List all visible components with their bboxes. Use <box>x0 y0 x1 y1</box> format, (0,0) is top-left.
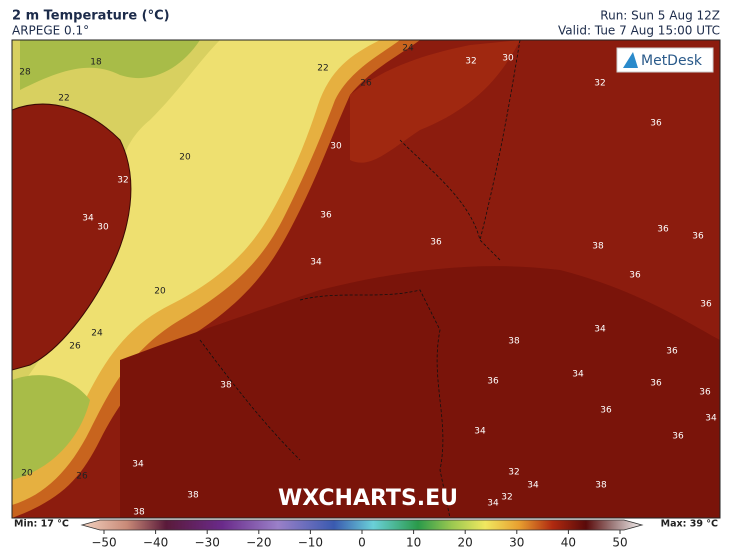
contour-label: 24 <box>91 329 103 339</box>
logo: MetDesk <box>616 47 714 73</box>
contour-label: 38 <box>133 508 145 518</box>
contour-label: 28 <box>19 68 31 78</box>
contour-label: 36 <box>666 347 678 357</box>
contour-label: 34 <box>572 370 584 380</box>
contour-label: 30 <box>330 142 342 152</box>
contour-label: 30 <box>502 54 514 64</box>
cool-patch <box>20 40 200 90</box>
colorbar-tick-label: 20 <box>458 536 473 550</box>
contour-label: 22 <box>317 64 328 74</box>
valid-time: Valid: Tue 7 Aug 15:00 UTC <box>558 24 720 38</box>
borders <box>199 40 521 518</box>
contour-label: 32 <box>501 493 512 503</box>
colorbar-tick-label: −40 <box>143 536 168 550</box>
contour-label: 30 <box>97 223 109 233</box>
contour-label: 32 <box>465 57 476 67</box>
border-line <box>479 40 521 241</box>
contour-label: 34 <box>527 481 539 491</box>
title: 2 m Temperature (°C) <box>12 9 170 24</box>
hot-region <box>120 266 720 518</box>
contour-label: 36 <box>650 379 662 389</box>
model: ARPEGE 0.1° <box>12 24 89 38</box>
contour-label: 32 <box>594 79 605 89</box>
contour-label: 26 <box>360 79 372 89</box>
contour-label: 38 <box>508 337 520 347</box>
colorbar-tick-label: −20 <box>246 536 271 550</box>
contour-label: 38 <box>592 242 604 252</box>
contour-label: 34 <box>132 460 144 470</box>
min-label: Min: 17 °C <box>14 519 69 530</box>
contour-label: 38 <box>187 491 199 501</box>
hot-patch <box>350 40 520 163</box>
contour-label: 34 <box>705 414 717 424</box>
contour-label: 34 <box>474 427 486 437</box>
contour-label: 34 <box>594 325 606 335</box>
contour-label: 34 <box>82 214 94 224</box>
contour-label: 20 <box>21 469 33 479</box>
contour-label: 36 <box>430 238 442 248</box>
colorbar <box>80 519 644 531</box>
contour-label: 18 <box>90 58 102 68</box>
border-line <box>299 289 451 518</box>
watermark: WXCHARTS.EU <box>278 486 458 511</box>
colorbar-tick-label: 50 <box>612 536 627 550</box>
border-line <box>399 139 501 261</box>
contour-label: 34 <box>310 258 322 268</box>
contour-label: 36 <box>672 432 684 442</box>
cool-patch <box>12 375 90 480</box>
contour-label: 36 <box>700 300 712 310</box>
colorbar-tick-label: −30 <box>195 536 220 550</box>
contour-label: 24 <box>402 44 414 54</box>
contour-label: 36 <box>487 377 499 387</box>
colorbar-tick-label: −10 <box>298 536 323 550</box>
contour-label: 36 <box>650 119 662 129</box>
logo-text: MetDesk <box>641 53 703 69</box>
colorbar-tick-label: 0 <box>358 536 366 550</box>
landmass <box>12 103 132 371</box>
map-frame <box>11 39 721 519</box>
contour-label: 34 <box>487 499 499 509</box>
contour-label: 36 <box>320 211 332 221</box>
run: Run: Sun 5 Aug 12Z <box>600 9 720 23</box>
colorbar-tick-label: −50 <box>91 536 116 550</box>
colorbar-tick-label: 40 <box>561 536 576 550</box>
contour-label: 36 <box>629 271 641 281</box>
contour-label: 20 <box>179 153 191 163</box>
contour-label: 22 <box>58 94 69 104</box>
contour-label: 32 <box>508 468 519 478</box>
contour-label: 36 <box>699 388 711 398</box>
contour-label: 38 <box>220 381 232 391</box>
colorbar-tick-label: 30 <box>509 536 524 550</box>
logo-icon <box>623 52 638 68</box>
contour-label: 26 <box>69 342 81 352</box>
contour-label: 38 <box>595 481 607 491</box>
contour-label: 36 <box>657 225 669 235</box>
border-line <box>199 339 301 461</box>
contour-label: 32 <box>117 176 128 186</box>
colorbar-ticks: −50 −40 −30 −20 −10 0 10 20 30 40 50 <box>91 530 628 550</box>
contour-label: 36 <box>692 232 704 242</box>
colorbar-tick-label: 10 <box>406 536 421 550</box>
contour-label: 36 <box>600 406 612 416</box>
contour-label: 26 <box>76 472 88 482</box>
contour-label: 20 <box>154 287 166 297</box>
max-label: Max: 39 °C <box>661 519 718 530</box>
